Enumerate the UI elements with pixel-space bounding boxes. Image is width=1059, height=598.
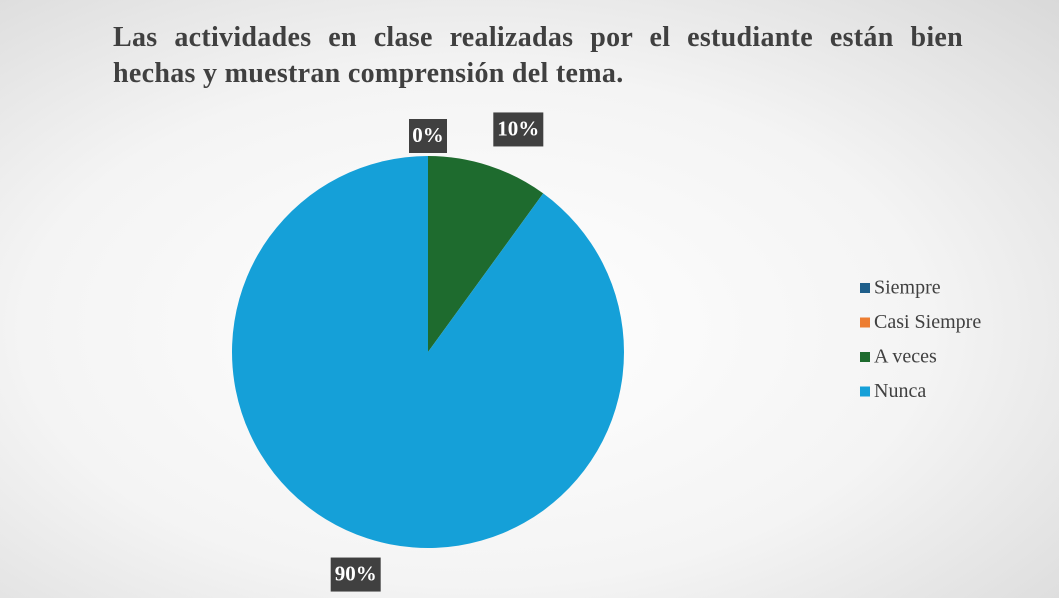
data-label-box (493, 112, 544, 147)
chart-title: Las actividades en clase realizadas por … (113, 22, 963, 89)
legend-label: Siempre (874, 277, 941, 299)
legend-label: Casi Siempre (874, 311, 981, 333)
legend-label: Nunca (874, 380, 926, 402)
pie-slice (232, 156, 625, 548)
data-label-box (330, 557, 381, 592)
data-label: 10% (497, 116, 539, 140)
pie-slice (428, 156, 544, 352)
data-label: 0% (412, 123, 444, 147)
data-label-box (409, 119, 447, 153)
legend-swatch (860, 352, 870, 362)
legend-swatch (860, 283, 870, 293)
legend-label: A veces (874, 346, 937, 368)
legend-swatch (860, 386, 870, 397)
data-label: 90% (335, 561, 377, 585)
legend-swatch (860, 317, 870, 328)
